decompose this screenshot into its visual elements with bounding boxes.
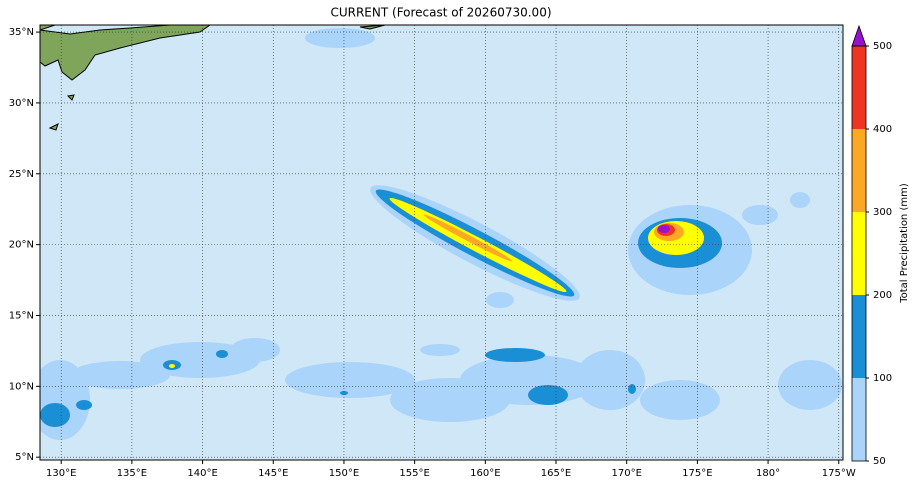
- x-tick-label: 175°W: [822, 468, 856, 479]
- x-tick-label: 140°E: [187, 468, 217, 479]
- grid: [40, 25, 843, 460]
- colorbar-tick-label: 100: [873, 373, 892, 384]
- map-frame: [39, 24, 844, 461]
- y-tick-label: 35°N: [9, 27, 34, 38]
- x-tick-label: 155°E: [399, 468, 429, 479]
- colorbar-extend: [851, 24, 867, 47]
- map-area: [40, 25, 843, 460]
- colorbar-segment: [852, 295, 866, 378]
- colorbar-frame: [851, 45, 867, 462]
- colorbar-tick-label: 50: [873, 456, 886, 467]
- x-tick-label: 130°E: [46, 468, 76, 479]
- y-tick-label: 20°N: [9, 240, 34, 251]
- x-tick-label: 170°E: [611, 468, 641, 479]
- colorbar-tick-label: 400: [873, 124, 892, 135]
- x-tick-label: 165°E: [541, 468, 571, 479]
- y-tick-label: 15°N: [9, 310, 34, 321]
- x-tick-label: 145°E: [258, 468, 288, 479]
- colorbar-segment: [852, 129, 866, 212]
- land: [40, 25, 386, 131]
- x-tick-label: 135°E: [117, 468, 147, 479]
- y-tick-label: 10°N: [9, 381, 34, 392]
- x-tick-label: 180°: [756, 468, 780, 479]
- colorbar-tick-label: 200: [873, 290, 892, 301]
- heavy-precip: [169, 197, 704, 368]
- colorbar-tick-label: 300: [873, 207, 892, 218]
- y-tick-label: 5°N: [15, 452, 34, 463]
- colorbar: 50 100 200 300 400 500: [851, 24, 892, 467]
- y-tick-label: 30°N: [9, 98, 34, 109]
- x-tick-label: 175°E: [682, 468, 712, 479]
- y-tick-label: 25°N: [9, 169, 34, 180]
- colorbar-segment: [852, 46, 866, 129]
- colorbar-label: Total Precipitation (mm): [899, 183, 910, 304]
- x-tick-label: 160°E: [470, 468, 500, 479]
- colorbar-segment: [852, 378, 866, 461]
- title: CURRENT (Forecast of 20260730.00): [330, 6, 551, 20]
- colorbar-tick-label: 500: [873, 41, 892, 52]
- x-tick-label: 150°E: [329, 468, 359, 479]
- colorbar-segment: [852, 212, 866, 295]
